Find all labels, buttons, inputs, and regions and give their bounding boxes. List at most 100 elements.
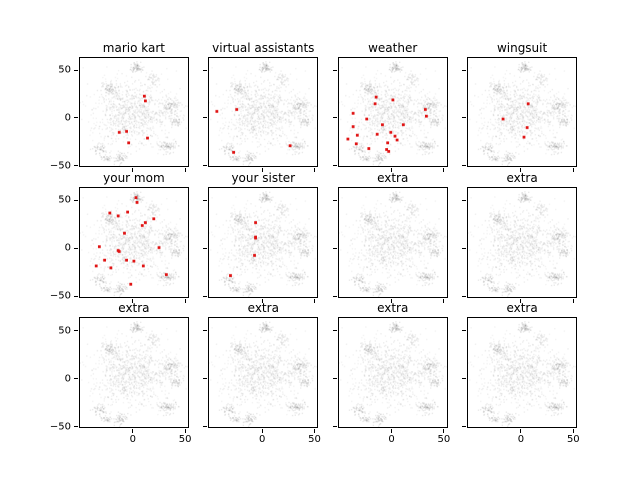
y-tick-mark [462, 426, 467, 428]
x-tick-mark [520, 298, 522, 303]
y-tick-label: −50 [49, 290, 71, 302]
scatter-canvas [209, 318, 318, 428]
y-tick-label: 0 [64, 112, 71, 124]
y-tick-mark [462, 117, 467, 119]
subplot-wingsuit: wingsuit [462, 41, 577, 173]
subplot-extra-3: extra 50 0 −50 0 50 [50, 301, 192, 445]
y-tick-mark [462, 330, 467, 332]
subplot-title: extra [377, 301, 409, 316]
x-tick-mark [443, 298, 445, 303]
y-tick-mark [74, 117, 78, 119]
scatter-canvas [468, 318, 576, 428]
scatter-canvas [80, 318, 188, 428]
subplot-title: extra [377, 171, 409, 185]
y-tick-label: 50 [58, 64, 71, 76]
x-tick-mark [132, 298, 134, 303]
x-tick-label: 0 [259, 434, 266, 446]
y-tick-mark [203, 295, 208, 297]
x-tick-mark [261, 168, 263, 173]
x-tick-mark [261, 429, 263, 434]
y-tick-mark [332, 378, 337, 380]
subplot-title: your sister [231, 171, 296, 185]
scatter-canvas [80, 57, 188, 167]
x-tick-mark [184, 168, 186, 173]
y-tick-mark [74, 426, 78, 428]
x-tick-label: 50 [437, 434, 451, 446]
y-tick-mark [332, 69, 337, 71]
subplot-extra-4: extra 0 50 [203, 301, 321, 445]
subplot-title: wingsuit [496, 40, 548, 55]
x-tick-label: 50 [566, 434, 580, 446]
scatter-canvas [338, 318, 447, 428]
x-tick-mark [572, 168, 574, 173]
scatter-canvas [209, 188, 318, 297]
x-tick-mark [184, 429, 186, 434]
y-tick-label: 50 [58, 325, 71, 337]
scatter-canvas [209, 57, 318, 167]
x-tick-mark [443, 168, 445, 173]
y-tick-mark [462, 199, 467, 201]
subplot-extra-5: extra 0 50 [332, 301, 450, 445]
y-tick-mark [203, 165, 208, 167]
y-tick-mark [462, 69, 467, 71]
y-tick-mark [203, 426, 208, 428]
subplot-title: your mom [103, 171, 165, 185]
subplot-extra-6: extra 0 50 [462, 301, 580, 445]
x-tick-mark [314, 298, 316, 303]
y-tick-mark [462, 247, 467, 249]
y-tick-mark [332, 117, 337, 119]
y-tick-mark [203, 69, 208, 71]
y-tick-label: 0 [64, 373, 71, 385]
x-tick-mark [261, 298, 263, 303]
subplot-virtual-assistants: virtual assistants [203, 41, 319, 173]
y-tick-mark [332, 330, 337, 332]
subplot-title: mario kart [102, 40, 165, 55]
scatter-canvas [338, 188, 447, 297]
x-tick-mark [520, 168, 522, 173]
y-tick-mark [74, 199, 78, 201]
x-tick-mark [572, 298, 574, 303]
subplot-your-mom: your mom 50 0 −50 [50, 171, 189, 303]
x-tick-mark [314, 429, 316, 434]
scatter-canvas [338, 57, 447, 167]
y-tick-label: 0 [64, 242, 71, 254]
y-tick-label: 50 [58, 194, 71, 206]
subplot-mario-kart: mario kart 50 0 −50 [50, 41, 189, 173]
x-tick-mark [520, 429, 522, 434]
y-tick-mark [74, 295, 78, 297]
y-tick-mark [203, 247, 208, 249]
y-tick-mark [74, 378, 78, 380]
y-tick-mark [332, 165, 337, 167]
x-tick-label: 0 [388, 434, 395, 446]
subplot-your-sister: your sister [203, 171, 319, 303]
scatter-canvas [80, 188, 188, 297]
y-tick-mark [74, 165, 78, 167]
subplot-title: weather [368, 40, 418, 55]
y-tick-label: −50 [49, 160, 71, 172]
subplot-extra-2: extra [462, 171, 577, 303]
y-tick-mark [203, 117, 208, 119]
x-tick-mark [184, 298, 186, 303]
scatter-canvas [468, 188, 576, 297]
subplot-weather: weather [332, 41, 448, 173]
x-tick-mark [132, 168, 134, 173]
y-tick-label: −50 [49, 421, 71, 433]
y-tick-mark [74, 69, 78, 71]
x-tick-mark [391, 429, 393, 434]
x-tick-mark [132, 429, 134, 434]
x-tick-mark [572, 429, 574, 434]
subplot-extra-1: extra [332, 171, 448, 303]
y-tick-mark [332, 426, 337, 428]
y-tick-mark [203, 378, 208, 380]
y-tick-mark [332, 295, 337, 297]
x-tick-mark [391, 298, 393, 303]
scatter-canvas [468, 57, 576, 167]
x-tick-label: 0 [129, 434, 136, 446]
subplot-title: extra [118, 301, 150, 316]
x-tick-mark [391, 168, 393, 173]
x-tick-label: 50 [308, 434, 321, 446]
x-tick-label: 50 [178, 434, 192, 446]
y-tick-mark [332, 247, 337, 249]
y-tick-mark [74, 247, 78, 249]
